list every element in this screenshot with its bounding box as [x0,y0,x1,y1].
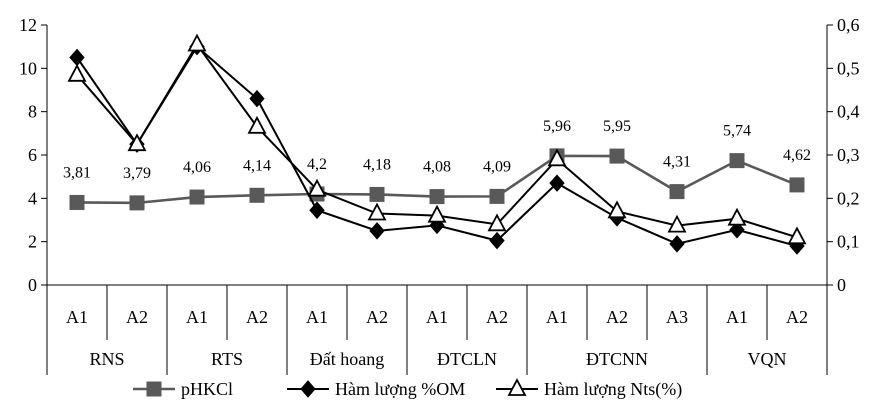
data-label: 4,08 [423,159,451,176]
data-point [129,195,145,211]
data-point [729,220,745,239]
data-label: 5,95 [603,118,631,135]
category-label: A2 [606,307,628,327]
data-point [787,226,807,245]
legend-label: Hàm lượng Nts(%) [544,379,682,400]
data-point [487,213,507,232]
data-point [309,201,325,220]
data-point [427,204,447,223]
data-point [369,186,385,202]
legend-label: pHKCl [181,379,233,399]
data-point [489,188,505,204]
left-tick-label: 10 [19,58,37,78]
data-point [727,207,747,226]
group-label: RTS [211,349,243,369]
legend-item: Hàm lượng %OM [287,379,465,399]
series-layer [67,33,807,255]
category-label: A3 [666,307,688,327]
right-tick-label: 0,2 [837,188,860,208]
data-labels: 3,81 3,79 4,06 4,14 4,2 4,18 4,08 4,09 5,96 5,95 4… [63,118,811,182]
data-label: 3,79 [123,165,151,182]
left-tick-label: 12 [19,15,37,35]
data-point [669,184,685,200]
right-tick-label: 0,4 [837,102,860,122]
data-point [549,174,565,192]
data-point [189,189,205,205]
right-tick-label: 0 [837,275,846,295]
data-label: 4,14 [243,157,271,174]
data-point [67,63,87,82]
data-point [367,202,387,221]
category-label: A1 [186,307,208,327]
legend-item: Hàm lượng Nts(%) [496,378,682,400]
data-point [607,200,627,219]
left-tick-label: 2 [28,232,37,252]
left-tick-label: 4 [28,188,37,208]
legend-marker [146,381,162,397]
category-label: A1 [426,307,448,327]
category-label: A2 [366,307,388,327]
right-tick-label: 0,1 [837,232,860,252]
group-label: RNS [89,349,124,369]
data-point [69,194,85,210]
data-label: 4,31 [663,154,691,171]
right-tick-label: 0,5 [837,58,860,78]
data-point [667,214,687,233]
category-label: A1 [306,307,328,327]
data-label: 5,74 [723,123,751,140]
data-point [187,33,207,52]
data-point [729,153,745,169]
data-label: 4,18 [363,156,391,173]
legend: pHKCl Hàm lượng %OM Hàm lượng Nts(%) [133,378,682,400]
category-label: A1 [546,307,568,327]
data-label: 4,09 [483,158,511,175]
data-label: 4,62 [783,147,811,164]
category-axis: A1 A2 A1 A2 A1 A2 A1 A2 A1 A2 A3 A1 A2 RNS RTS Đất hoan… [46,285,828,375]
data-point [609,148,625,164]
group-label: ĐTCLN [437,349,497,369]
group-label: Đất hoang [310,349,384,369]
data-point [369,222,385,240]
category-label: A2 [786,307,808,327]
data-point [789,177,805,193]
legend-item: pHKCl [133,379,233,399]
category-label: A2 [246,307,268,327]
data-label: 3,81 [63,164,91,181]
legend-label: Hàm lượng %OM [335,379,465,399]
left-tick-label: 8 [28,102,37,122]
axes [46,25,828,286]
data-point [307,178,327,197]
right-axis-ticks: 0 0,1 0,2 0,3 0,4 0,5 0,6 [827,15,860,295]
category-label: A2 [486,307,508,327]
data-point [489,231,505,250]
category-label: A1 [726,307,748,327]
data-label: 4,2 [307,156,327,173]
group-label: VQN [748,349,787,369]
data-label: 4,06 [183,159,211,176]
category-label: A1 [66,307,88,327]
right-tick-label: 0,3 [837,145,860,165]
data-point [127,133,147,152]
left-axis-ticks: 0 2 4 6 8 10 12 [19,15,47,295]
right-tick-label: 0,6 [837,15,860,35]
data-point [669,235,685,253]
group-label: ĐTCNN [586,349,648,369]
series-triangle [67,33,807,245]
data-point [547,148,567,167]
data-label: 5,96 [543,118,571,135]
data-point [429,189,445,205]
legend-marker [300,380,316,398]
left-tick-label: 6 [28,145,37,165]
category-label: A2 [126,307,148,327]
legend-marker [507,378,527,396]
data-point [247,115,267,134]
data-point [249,187,265,203]
data-point [249,89,265,108]
left-tick-label: 0 [28,275,37,295]
